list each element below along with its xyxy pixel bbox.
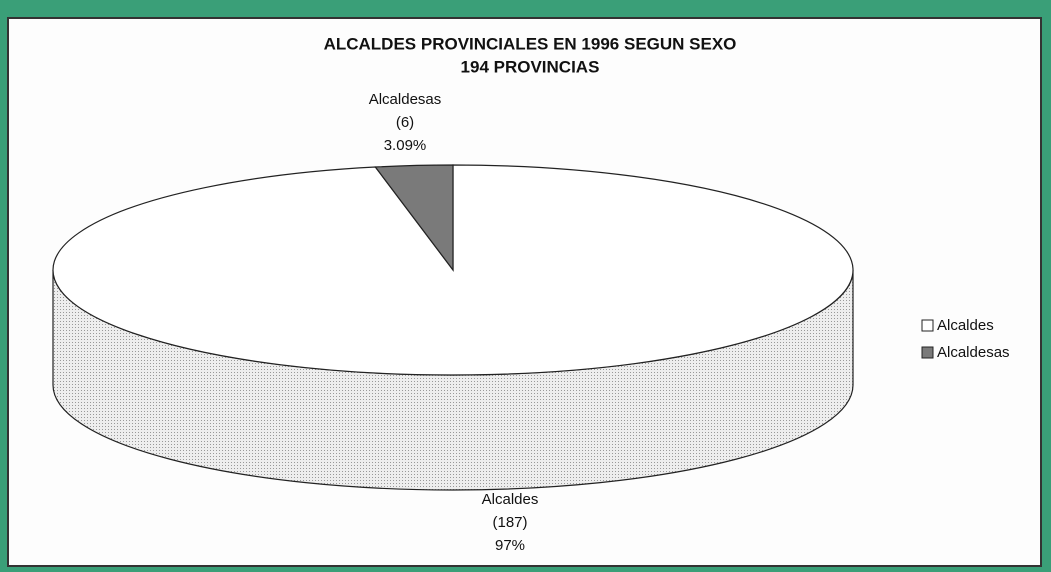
chart-subtitle: 194 PROVINCIAS [461, 57, 600, 76]
legend-swatch [921, 346, 934, 359]
legend-label: Alcaldes [937, 317, 994, 334]
slice-label: Alcaldesas [369, 91, 442, 108]
chart-title: ALCALDES PROVINCIALES EN 1996 SEGUN SEXO [324, 34, 737, 53]
slice-percent-label: 97% [495, 537, 525, 554]
pie-slice [374, 164, 454, 272]
slice-label: Alcaldes [482, 491, 539, 508]
legend-label: Alcaldesas [937, 344, 1010, 361]
legend-swatch [921, 319, 934, 332]
slice-percent-label: 3.09% [384, 137, 427, 154]
slice-count-label: (6) [396, 114, 414, 131]
slice-count-label: (187) [492, 514, 527, 531]
